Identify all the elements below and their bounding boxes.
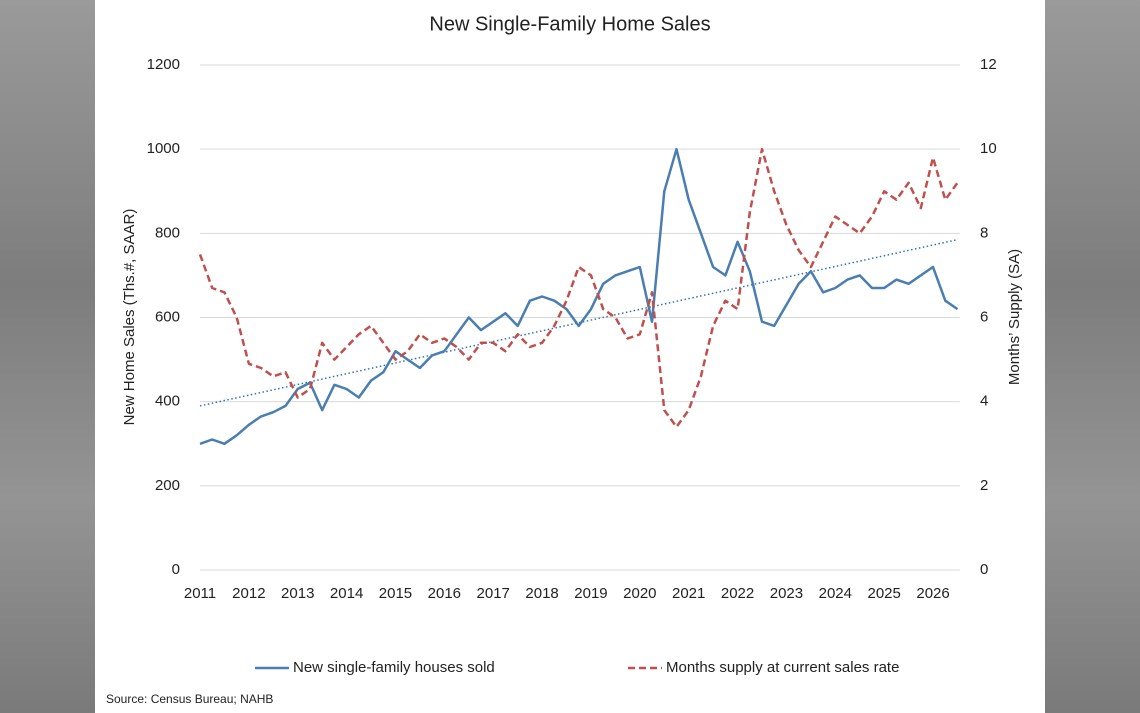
y2-tick-label: 4 [980, 393, 988, 410]
y-tick-label: 1000 [147, 140, 180, 157]
trendline [199, 238, 958, 407]
x-tick-label: 2025 [867, 585, 900, 602]
backdrop-left [0, 0, 95, 713]
y-tick-label: 800 [155, 224, 180, 241]
y-tick-label: 600 [155, 308, 180, 325]
x-tick-label: 2021 [672, 585, 705, 602]
x-tick-label: 2012 [232, 585, 265, 602]
legend-label: Months supply at current sales rate [666, 659, 899, 676]
y-tick-label: 200 [155, 477, 180, 494]
y-tick-label: 0 [172, 561, 180, 578]
y2-tick-label: 10 [980, 140, 997, 157]
x-tick-label: 2023 [770, 585, 803, 602]
x-tick-label: 2020 [623, 585, 656, 602]
backdrop-right [1045, 0, 1140, 713]
x-tick-label: 2011 [184, 585, 216, 602]
y-axis-title: New Home Sales (Ths.#, SAAR) [121, 209, 138, 426]
x-tick-label: 2019 [574, 585, 607, 602]
y2-tick-label: 12 [980, 56, 997, 73]
x-tick-label: 2013 [281, 585, 314, 602]
x-tick-label: 2018 [525, 585, 558, 602]
y2-axis-title: Months’ Supply (SA) [1006, 249, 1023, 385]
chart-panel [95, 0, 1045, 713]
source-note: Source: Census Bureau; NAHB [106, 692, 273, 706]
y2-tick-label: 6 [980, 308, 988, 325]
legend-label: New single-family houses sold [293, 659, 495, 676]
x-tick-label: 2016 [428, 585, 461, 602]
y-tick-label: 1200 [147, 56, 180, 73]
y2-tick-label: 0 [980, 561, 988, 578]
y-tick-label: 400 [155, 393, 180, 410]
series-line [198, 147, 959, 429]
y2-tick-label: 2 [980, 477, 988, 494]
chart-title: New Single-Family Home Sales [429, 13, 710, 35]
x-tick-label: 2014 [330, 585, 363, 602]
series-line [199, 147, 959, 446]
y2-tick-label: 8 [980, 224, 988, 241]
x-tick-label: 2017 [477, 585, 510, 602]
x-tick-label: 2026 [916, 585, 949, 602]
x-tick-label: 2022 [721, 585, 754, 602]
x-tick-label: 2015 [379, 585, 412, 602]
x-tick-label: 2024 [819, 585, 852, 602]
